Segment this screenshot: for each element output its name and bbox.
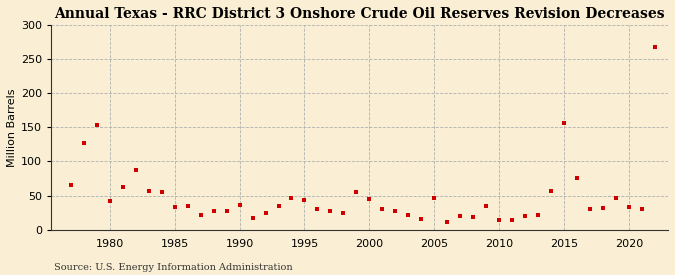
Point — [390, 209, 401, 214]
Point — [117, 185, 128, 190]
Point — [507, 217, 518, 222]
Point — [299, 197, 310, 202]
Point — [442, 220, 453, 224]
Point — [65, 183, 76, 188]
Point — [286, 196, 297, 200]
Point — [208, 209, 219, 214]
Point — [130, 167, 141, 172]
Point — [273, 204, 284, 208]
Point — [338, 211, 349, 216]
Point — [91, 123, 102, 128]
Point — [624, 205, 634, 210]
Point — [377, 207, 387, 211]
Point — [429, 196, 439, 200]
Title: Annual Texas - RRC District 3 Onshore Crude Oil Reserves Revision Decreases: Annual Texas - RRC District 3 Onshore Cr… — [55, 7, 665, 21]
Point — [481, 204, 491, 208]
Point — [585, 207, 595, 211]
Text: Source: U.S. Energy Information Administration: Source: U.S. Energy Information Administ… — [54, 263, 293, 272]
Point — [468, 214, 479, 219]
Point — [611, 196, 622, 200]
Point — [247, 216, 258, 220]
Point — [221, 208, 232, 213]
Point — [169, 205, 180, 210]
Point — [143, 189, 154, 193]
Point — [416, 217, 427, 221]
Point — [234, 203, 245, 207]
Point — [351, 190, 362, 194]
Point — [260, 211, 271, 216]
Point — [598, 206, 609, 210]
Point — [455, 214, 466, 218]
Point — [572, 176, 583, 180]
Point — [105, 199, 115, 203]
Point — [312, 207, 323, 211]
Point — [195, 213, 206, 218]
Point — [494, 217, 505, 222]
Point — [325, 208, 336, 213]
Point — [182, 204, 193, 208]
Y-axis label: Million Barrels: Million Barrels — [7, 88, 17, 167]
Point — [559, 120, 570, 125]
Point — [649, 45, 660, 49]
Point — [156, 190, 167, 194]
Point — [533, 213, 543, 217]
Point — [520, 214, 531, 218]
Point — [403, 213, 414, 217]
Point — [546, 189, 557, 193]
Point — [78, 141, 89, 145]
Point — [637, 207, 647, 211]
Point — [364, 197, 375, 201]
